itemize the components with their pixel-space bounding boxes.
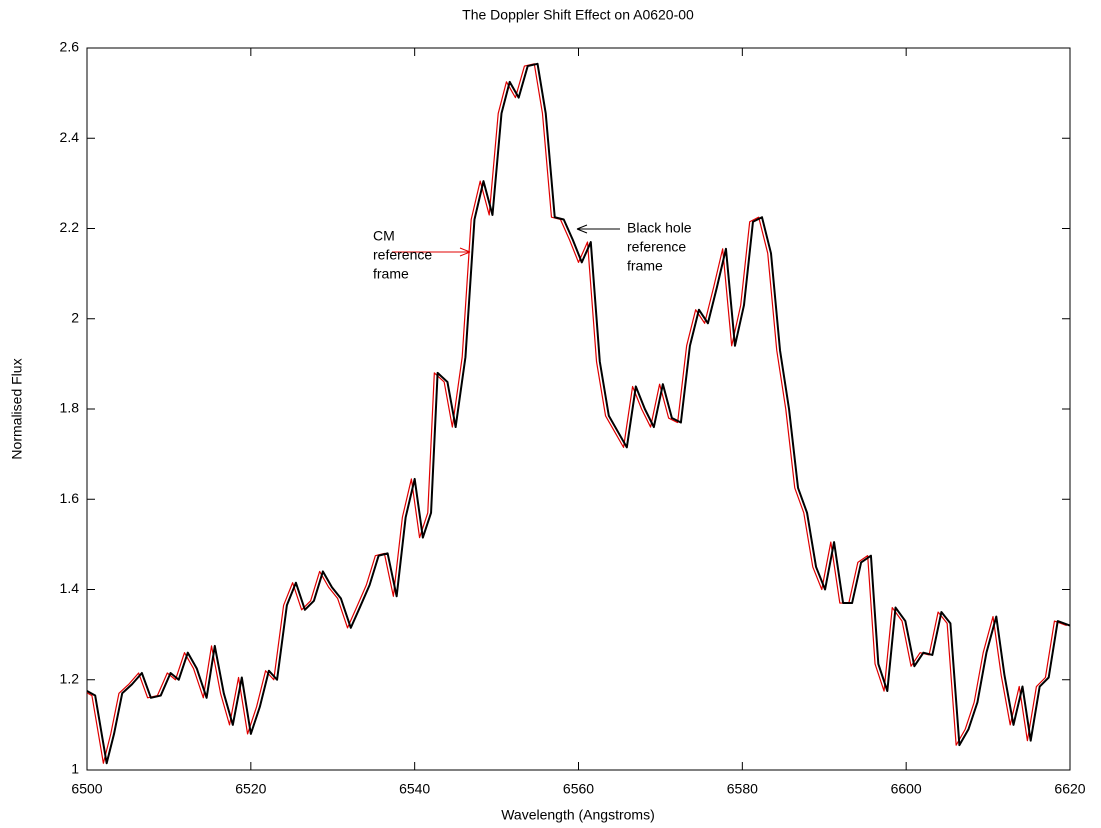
data-line — [87, 63, 1067, 764]
x-axis-label: Wavelength (Angstroms) — [501, 807, 655, 823]
x-tick-label: 6600 — [891, 781, 922, 797]
data-line — [87, 62, 1070, 765]
lines — [87, 62, 1070, 765]
x-tick-label: 6580 — [727, 781, 758, 797]
annotation: CM — [373, 228, 395, 244]
chart-title: The Doppler Shift Effect on A0620-00 — [462, 7, 694, 23]
annotation: frame — [627, 258, 663, 274]
y-axis-label: Normalised Flux — [9, 358, 25, 459]
y-tick-label: 1 — [71, 761, 79, 777]
y-tick-label: 2.6 — [60, 39, 80, 55]
x-tick-label: 6520 — [235, 781, 266, 797]
annotation: reference — [373, 247, 432, 263]
x-tick-label: 6620 — [1054, 781, 1085, 797]
x-tick-label: 6540 — [399, 781, 430, 797]
y-tick-label: 1.2 — [60, 670, 80, 686]
x-tick-label: 6500 — [71, 781, 102, 797]
annotation-arrowhead — [459, 247, 471, 257]
y-tick-label: 1.4 — [60, 580, 80, 596]
y-tick-label: 2.2 — [60, 219, 80, 235]
annotation: reference — [627, 239, 686, 255]
annotation: frame — [373, 266, 409, 282]
y-tick-label: 1.8 — [60, 400, 80, 416]
annotation: Black hole — [627, 220, 692, 236]
y-tick-label: 2.4 — [60, 129, 80, 145]
x-tick-label: 6560 — [563, 781, 594, 797]
y-tick-label: 1.6 — [60, 490, 80, 506]
y-tick-label: 2 — [71, 309, 79, 325]
annotation-arrowhead — [576, 224, 588, 234]
plot-frame — [86, 47, 1071, 771]
